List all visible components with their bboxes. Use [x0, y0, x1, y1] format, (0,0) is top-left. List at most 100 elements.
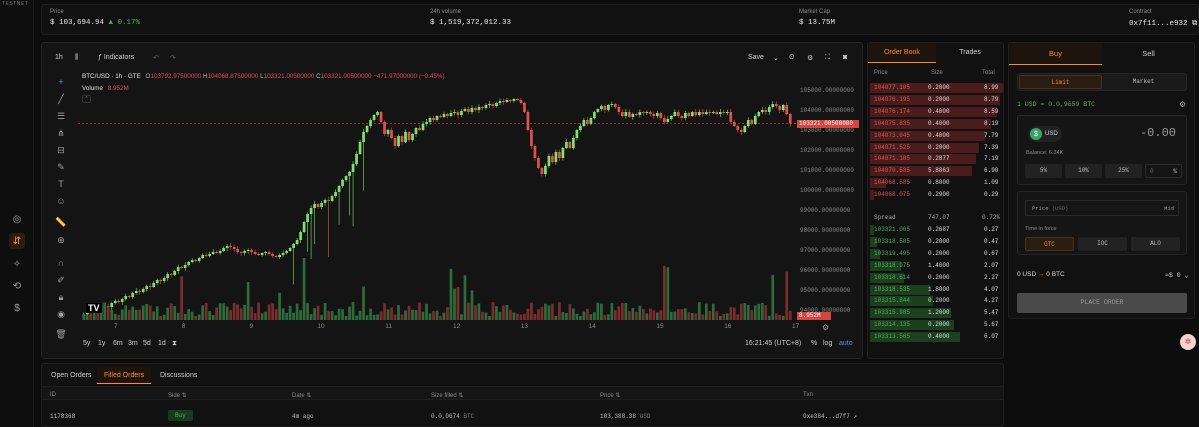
crosshair-icon[interactable]: +	[58, 77, 64, 87]
contract-value[interactable]: 0x7f11...e932	[1129, 20, 1188, 28]
candle	[718, 112, 722, 114]
collapse-icon[interactable]: ⌃	[82, 95, 91, 103]
bid-row[interactable]: 103314.135 0.2000 5.67	[870, 320, 1003, 331]
indicators-button[interactable]: ƒ Indicators	[98, 54, 134, 61]
camera-icon[interactable]: ◙	[843, 54, 848, 61]
candlestick-plot[interactable]	[78, 80, 796, 320]
ask-row[interactable]: 104075.835 0.4000 8.19	[870, 118, 1003, 129]
bid-row[interactable]: 103321.005 0.2687 0.27	[870, 225, 1003, 235]
dollar-icon[interactable]: $	[14, 302, 20, 314]
tab-filled-orders[interactable]: Filled Orders	[97, 367, 152, 384]
chevron-down-icon[interactable]: ⌄	[773, 55, 779, 62]
mid-button[interactable]: Mid	[1164, 205, 1174, 212]
auto-toggle[interactable]: auto	[839, 340, 853, 347]
tif-gtc[interactable]: GTC	[1025, 237, 1074, 251]
ask-row[interactable]: 104071.185 0.2877 7.19	[870, 154, 1003, 165]
save-button[interactable]: Save	[748, 54, 764, 61]
swap-icon[interactable]: ⟲	[12, 280, 22, 292]
range-5d[interactable]: 5d	[143, 340, 151, 347]
currency-selector[interactable]: $ USD	[1028, 126, 1062, 142]
bid-row[interactable]: 103315.985 1.2000 5.47	[870, 308, 1003, 319]
place-order-button[interactable]: PLACE ORDER	[1017, 293, 1187, 313]
trendline-icon[interactable]: ╱	[58, 93, 64, 104]
magnet-icon[interactable]: ∩	[57, 258, 65, 268]
range-5y[interactable]: 5y	[83, 340, 91, 347]
col-price[interactable]: Price ⇅	[600, 393, 621, 399]
trash-icon[interactable]: 🗑︎	[55, 328, 67, 339]
ask-row[interactable]: 104071.525 0.2000 7.39	[870, 142, 1003, 153]
pitchfork-icon[interactable]: ⋔	[57, 127, 65, 138]
bid-row[interactable]: 103318.585 0.2000 0.47	[870, 236, 1003, 247]
log-toggle[interactable]: log	[823, 340, 833, 347]
emoji-icon[interactable]: ☺	[56, 196, 66, 206]
spread-row: Spread 747.07 0.72%	[870, 213, 1003, 223]
col-side[interactable]: Side ⇅	[168, 393, 187, 399]
col-size[interactable]: Size filled ⇅	[431, 393, 464, 399]
tab-order-book[interactable]: Order Book	[868, 43, 936, 63]
candle	[568, 142, 572, 148]
tab-sell[interactable]: Sell	[1142, 49, 1155, 58]
lock-icon[interactable]: 🔒︎	[58, 291, 64, 302]
range-1d[interactable]: 1d	[158, 340, 166, 347]
ask-row[interactable]: 104076.195 0.2000 8.79	[870, 94, 1003, 105]
fullscreen-icon[interactable]: ⛶	[825, 54, 830, 61]
ob-header-size: Size	[931, 70, 943, 76]
range-3m[interactable]: 3m	[128, 340, 138, 347]
tab-buy[interactable]: Buy	[1009, 43, 1102, 65]
range-6m[interactable]: 6m	[113, 340, 123, 347]
bid-row[interactable]: 103315.844 0.2000 4.27	[870, 296, 1003, 307]
txn-link[interactable]: 0xe384...d7f7 ↗	[803, 413, 857, 420]
copy-icon[interactable]: ⧉	[1192, 20, 1198, 28]
pct-25-button[interactable]: 25%	[1105, 164, 1142, 178]
ask-row[interactable]: 104070.585 5.8863 6.90	[870, 166, 1003, 177]
interval-select[interactable]: 1h	[55, 54, 63, 61]
fib-icon[interactable]: ⊟	[57, 144, 65, 155]
lock-drawing-icon[interactable]: ✐	[57, 274, 65, 285]
tif-alo[interactable]: ALO	[1131, 237, 1180, 251]
ask-row[interactable]: 104076.174 0.4000 8.59	[870, 106, 1003, 117]
settings-icon[interactable]: ⚙	[807, 55, 814, 62]
bid-row[interactable]: 103318.535 1.8000 4.07	[870, 284, 1003, 295]
tif-ioc[interactable]: IOC	[1078, 237, 1127, 251]
tab-discussions[interactable]: Discussions	[160, 372, 198, 379]
tab-open-orders[interactable]: Open Orders	[51, 372, 92, 379]
help-chat-icon[interactable]: ✲	[1180, 334, 1196, 350]
text-icon[interactable]: T	[58, 179, 64, 189]
horizontal-lines-icon[interactable]: ☰	[56, 110, 66, 121]
pct-custom-input[interactable]: 0%	[1145, 164, 1182, 178]
date-range-icon[interactable]: ⧗	[172, 340, 177, 347]
tab-trades[interactable]: Trades	[959, 49, 981, 56]
settings-axis-icon[interactable]: ⚙	[822, 323, 830, 332]
col-price-label: Price	[600, 393, 614, 399]
ask-row[interactable]: 104068.075 0.2900 0.29	[870, 190, 1003, 201]
eye-icon[interactable]: ◉	[57, 308, 65, 319]
undo-icon[interactable]: ↶	[153, 55, 159, 62]
trade-icon[interactable]: ⇵	[9, 233, 25, 249]
range-1y[interactable]: 1y	[98, 340, 106, 347]
pct-5-button[interactable]: 5%	[1025, 164, 1062, 178]
brush-icon[interactable]: ✎	[57, 161, 65, 172]
fee-dropdown[interactable]: ≈$ 0 ⌄	[1165, 272, 1189, 279]
alert-icon[interactable]: ⏲	[789, 54, 795, 61]
bid-row[interactable]: 103318.614 0.2000 2.27	[870, 272, 1003, 283]
bid-row[interactable]: 103318.975 1.4000 2.07	[870, 260, 1003, 271]
ask-row[interactable]: 104077.105 0.2000 8.99	[870, 83, 1003, 93]
ask-row[interactable]: 104068.585 0.8000 1.09	[870, 178, 1003, 189]
candle-type-icon[interactable]: ⫼	[75, 54, 79, 61]
ask-row[interactable]: 104073.045 0.4000 7.79	[870, 130, 1003, 141]
market-order-tab[interactable]: Market	[1132, 78, 1155, 85]
ruler-icon[interactable]: 📏	[55, 216, 67, 227]
price-input[interactable]: Price (USD) Mid	[1025, 200, 1179, 216]
percent-toggle[interactable]: %	[811, 340, 818, 347]
zoom-icon[interactable]: ⊕	[57, 234, 65, 245]
amount-input[interactable]: -0.00	[1139, 126, 1176, 140]
pct-10-button[interactable]: 10%	[1065, 164, 1102, 178]
limit-order-tab[interactable]: Limit	[1019, 75, 1102, 89]
redo-icon[interactable]: ↷	[170, 55, 176, 62]
compass-icon[interactable]: ◎	[12, 213, 22, 225]
bid-row[interactable]: 103313.565 0.4000 6.07	[870, 332, 1003, 343]
settings-icon[interactable]: ⚙	[1179, 100, 1187, 109]
bid-row[interactable]: 103319.495 0.2000 0.67	[870, 248, 1003, 259]
rocket-icon[interactable]: ✧	[12, 258, 22, 270]
col-date[interactable]: Date ⇅	[292, 393, 312, 399]
